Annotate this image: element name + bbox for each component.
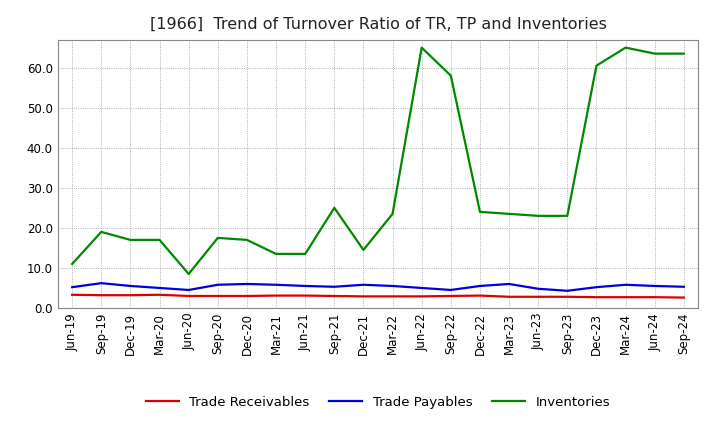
Trade Receivables xyxy=(301,293,310,298)
Inventories xyxy=(97,229,106,235)
Trade Receivables xyxy=(213,293,222,299)
Trade Payables xyxy=(505,281,513,286)
Trade Payables xyxy=(68,285,76,290)
Title: [1966]  Trend of Turnover Ratio of TR, TP and Inventories: [1966] Trend of Turnover Ratio of TR, TP… xyxy=(150,16,606,32)
Trade Payables xyxy=(156,285,164,290)
Inventories xyxy=(476,209,485,214)
Trade Receivables xyxy=(592,294,600,300)
Trade Payables xyxy=(301,283,310,289)
Inventories xyxy=(418,45,426,50)
Trade Receivables xyxy=(330,293,338,299)
Trade Payables xyxy=(650,283,659,289)
Inventories xyxy=(680,51,688,56)
Inventories xyxy=(330,205,338,210)
Legend: Trade Receivables, Trade Payables, Inventories: Trade Receivables, Trade Payables, Inven… xyxy=(140,391,616,414)
Trade Payables xyxy=(213,282,222,287)
Inventories xyxy=(126,237,135,242)
Trade Payables xyxy=(534,286,543,291)
Trade Payables xyxy=(446,287,455,293)
Trade Receivables xyxy=(534,294,543,300)
Trade Payables xyxy=(476,283,485,289)
Trade Payables xyxy=(359,282,368,287)
Inventories xyxy=(563,213,572,219)
Trade Payables xyxy=(184,287,193,293)
Trade Receivables xyxy=(621,294,630,300)
Trade Receivables xyxy=(418,294,426,299)
Trade Receivables xyxy=(68,292,76,297)
Inventories xyxy=(534,213,543,219)
Inventories xyxy=(213,235,222,241)
Inventories xyxy=(243,237,251,242)
Inventories xyxy=(388,211,397,216)
Inventories xyxy=(184,271,193,277)
Inventories xyxy=(156,237,164,242)
Trade Receivables xyxy=(388,294,397,299)
Inventories xyxy=(271,251,280,257)
Trade Receivables xyxy=(476,293,485,298)
Trade Payables xyxy=(271,282,280,287)
Inventories xyxy=(68,261,76,267)
Trade Payables xyxy=(592,285,600,290)
Trade Payables xyxy=(243,281,251,286)
Trade Receivables xyxy=(680,295,688,300)
Trade Payables xyxy=(621,282,630,287)
Trade Receivables xyxy=(446,293,455,299)
Trade Payables xyxy=(388,283,397,289)
Trade Payables xyxy=(330,284,338,290)
Trade Receivables xyxy=(505,294,513,300)
Trade Payables xyxy=(418,285,426,290)
Inventories xyxy=(301,251,310,257)
Trade Receivables xyxy=(359,294,368,299)
Trade Receivables xyxy=(97,293,106,298)
Trade Receivables xyxy=(126,293,135,298)
Trade Payables xyxy=(126,283,135,289)
Trade Receivables xyxy=(243,293,251,299)
Trade Receivables xyxy=(271,293,280,298)
Trade Payables xyxy=(680,284,688,290)
Inventories xyxy=(650,51,659,56)
Trade Receivables xyxy=(156,292,164,297)
Line: Trade Payables: Trade Payables xyxy=(72,283,684,291)
Trade Receivables xyxy=(563,294,572,300)
Inventories xyxy=(446,73,455,78)
Inventories xyxy=(505,211,513,216)
Line: Trade Receivables: Trade Receivables xyxy=(72,295,684,297)
Trade Payables xyxy=(97,281,106,286)
Line: Inventories: Inventories xyxy=(72,48,684,274)
Inventories xyxy=(359,247,368,253)
Trade Receivables xyxy=(184,293,193,299)
Trade Receivables xyxy=(650,294,659,300)
Trade Payables xyxy=(563,288,572,293)
Inventories xyxy=(592,63,600,68)
Inventories xyxy=(621,45,630,50)
